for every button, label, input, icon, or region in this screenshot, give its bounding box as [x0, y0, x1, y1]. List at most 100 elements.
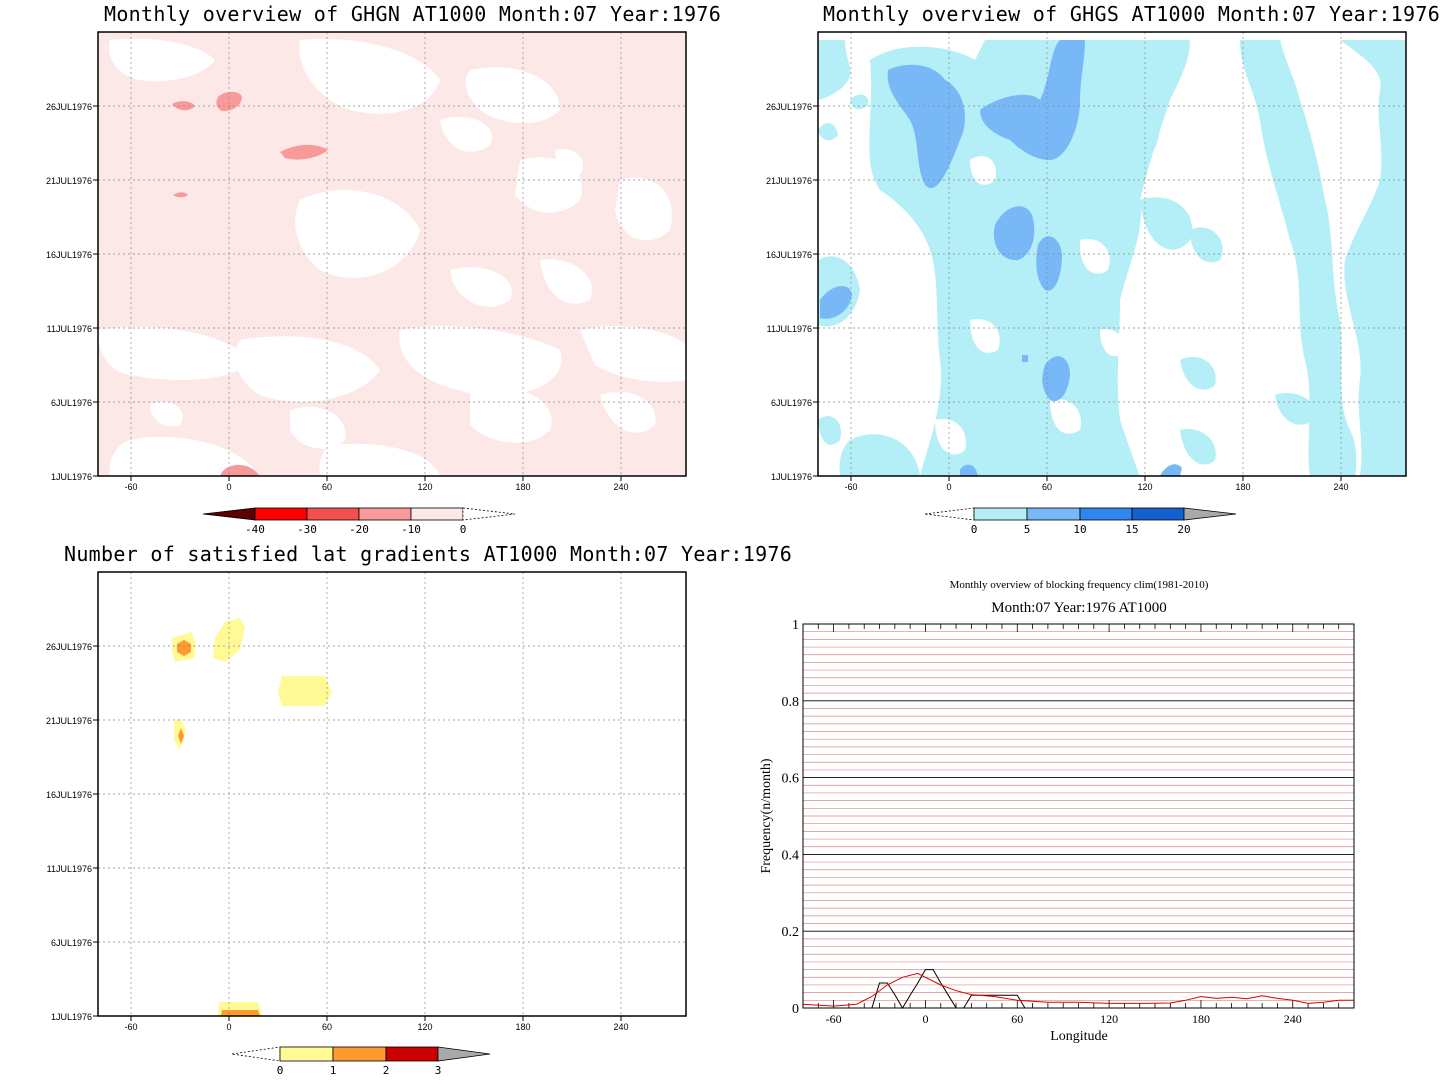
lat-ytick-label: 16JUL1976	[46, 790, 92, 800]
ghgn-xtick-label: -60	[124, 482, 137, 492]
ghgn-colorbar-label: -40	[245, 523, 265, 536]
lat-colorbar-swatch	[279, 1046, 334, 1062]
ghgs-colorbar-label: 0	[971, 523, 978, 536]
freq-ytick-label: 0.6	[782, 772, 800, 787]
ghgs-colorbar: 0 5 10 15 20	[924, 507, 1237, 536]
lat-colorbar-label: 3	[435, 1064, 442, 1077]
ghgs-xtick-label: 60	[1042, 482, 1052, 492]
freq-ytick-label: 0	[792, 1002, 799, 1017]
ghgn-colorbar-swatch	[306, 507, 360, 521]
freq-series-monthly-line	[803, 969, 1354, 1009]
ghgn-ytick-label: 1JUL1976	[51, 472, 92, 482]
freq-subtitle: Month:07 Year:1976 AT1000	[991, 600, 1166, 616]
ghgs-xtick-label: 180	[1235, 482, 1250, 492]
freq-xtick-label: 60	[1011, 1012, 1023, 1026]
freq-series-climatology-line	[802, 972, 1354, 1007]
ghgn-xtick-label: 120	[417, 482, 432, 492]
ghgn-panel: Monthly overview of GHGN AT1000 Month:07…	[0, 0, 722, 545]
ghgs-map: -60 0 60 120 180 240 1JUL1976 6JUL1976 1…	[766, 31, 1407, 536]
ghgs-grid	[818, 32, 1406, 476]
lat-ticks	[93, 645, 622, 1021]
ghgs-xtick-label: -60	[844, 482, 857, 492]
freq-panel: Monthly overview of blocking frequency c…	[720, 545, 1440, 1091]
ghgn-title: Monthly overview of GHGN AT1000 Month:07…	[104, 2, 722, 26]
lat-map: -60 0 60 120 180 240 1JUL1976 6JUL1976 1…	[46, 571, 687, 1077]
ghgs-ytick-label: 26JUL1976	[766, 102, 812, 112]
ghgs-mid-contours	[820, 40, 1182, 476]
ghgn-ytick-label: 6JUL1976	[51, 398, 92, 408]
lat-two-contours	[177, 640, 260, 1016]
ghgs-ticks	[813, 105, 1342, 481]
lat-colorbar-swatch	[385, 1046, 439, 1062]
lat-xtick-label: 240	[613, 1022, 628, 1032]
ghgs-title: Monthly overview of GHGS AT1000 Month:07…	[823, 2, 1440, 26]
lat-panel: Number of satisfied lat gradients AT1000…	[0, 540, 792, 1091]
lat-xtick-label: 120	[417, 1022, 432, 1032]
lat-colorbar-swatch	[231, 1046, 281, 1062]
ghgn-ytick-label: 21JUL1976	[46, 176, 92, 186]
ghgs-colorbar-label: 15	[1125, 523, 1138, 536]
freq-ticks	[817, 624, 1355, 1008]
lat-xtick-label: 60	[322, 1022, 332, 1032]
ghgn-map: -60 0 60 120 180 240 1JUL1976 6JUL1976 1…	[46, 31, 687, 536]
ghgs-ytick-label: 16JUL1976	[766, 250, 812, 260]
ghgs-colorbar-label: 10	[1073, 523, 1086, 536]
lat-xtick-label: 0	[226, 1022, 231, 1032]
freq-xtick-label: 120	[1100, 1012, 1118, 1026]
ghgs-colorbar-swatch	[1183, 507, 1237, 521]
lat-ytick-label: 26JUL1976	[46, 642, 92, 652]
freq-xtick-label: 180	[1192, 1012, 1210, 1026]
ghgn-colorbar-swatch	[462, 507, 516, 521]
lat-colorbar-swatch	[332, 1046, 387, 1062]
ghgn-colorbar-label: -20	[349, 523, 369, 536]
ghgs-ytick-label: 6JUL1976	[771, 398, 812, 408]
ghgn-colorbar-swatch	[254, 507, 308, 521]
freq-ytick-label: 0.2	[782, 925, 800, 940]
lat-grid	[98, 572, 686, 1016]
ghgn-ytick-label: 16JUL1976	[46, 250, 92, 260]
ghgs-xtick-label: 120	[1137, 482, 1152, 492]
lat-title: Number of satisfied lat gradients AT1000…	[64, 542, 793, 566]
ghgs-ytick-label: 1JUL1976	[771, 472, 812, 482]
lat-colorbar: 0 1 2 3	[231, 1046, 491, 1077]
lat-ytick-label: 1JUL1976	[51, 1012, 92, 1022]
freq-ylabel: Frequency(n/month)	[759, 758, 774, 873]
freq-xtick-label: 0	[922, 1012, 928, 1026]
ghgn-grid	[98, 32, 686, 476]
lat-xtick-label: 180	[515, 1022, 530, 1032]
lat-colorbar-swatch	[437, 1046, 491, 1062]
ghgs-ytick-label: 11JUL1976	[767, 324, 812, 334]
freq-title: Monthly overview of blocking frequency c…	[950, 579, 1209, 591]
lat-ytick-label: 21JUL1976	[46, 716, 92, 726]
freq-grid	[803, 623, 1354, 1009]
lat-colorbar-label: 0	[277, 1064, 284, 1077]
ghgn-colorbar-label: -30	[297, 523, 317, 536]
ghgs-xtick-label: 0	[946, 482, 951, 492]
freq-ytick-label: 1	[792, 618, 799, 633]
ghgs-colorbar-swatch	[1079, 507, 1133, 521]
ghgs-colorbar-label: 5	[1024, 523, 1031, 536]
lat-ytick-label: 6JUL1976	[51, 938, 92, 948]
freq-ytick-label: 0.8	[782, 695, 800, 710]
frequency-chart: Monthly overview of blocking frequency c…	[759, 579, 1355, 1044]
freq-xtick-label: -60	[826, 1012, 842, 1026]
ghgs-xtick-label: 240	[1333, 482, 1348, 492]
lat-xtick-label: -60	[124, 1022, 137, 1032]
ghgn-xtick-label: 0	[226, 482, 231, 492]
ghgs-panel: Monthly overview of GHGS AT1000 Month:07…	[720, 0, 1440, 545]
ghgn-xtick-label: 60	[322, 482, 332, 492]
freq-xtick-label: 240	[1284, 1012, 1302, 1026]
ghgs-ytick-label: 21JUL1976	[766, 176, 812, 186]
lat-colorbar-label: 2	[383, 1064, 390, 1077]
ghgs-colorbar-label: 20	[1177, 523, 1190, 536]
ghgn-ytick-label: 26JUL1976	[46, 102, 92, 112]
freq-ytick-label: 0.4	[782, 848, 800, 863]
ghgn-colorbar-label: -10	[401, 523, 421, 536]
ghgn-negative-contours	[172, 91, 328, 476]
ghgn-colorbar-swatch	[202, 507, 256, 521]
ghgs-colorbar-swatch	[973, 507, 1028, 521]
ghgn-xtick-label: 240	[613, 482, 628, 492]
lat-ytick-label: 11JUL1976	[47, 864, 92, 874]
lat-colorbar-label: 1	[330, 1064, 337, 1077]
ghgn-colorbar-label: 0	[460, 523, 467, 536]
